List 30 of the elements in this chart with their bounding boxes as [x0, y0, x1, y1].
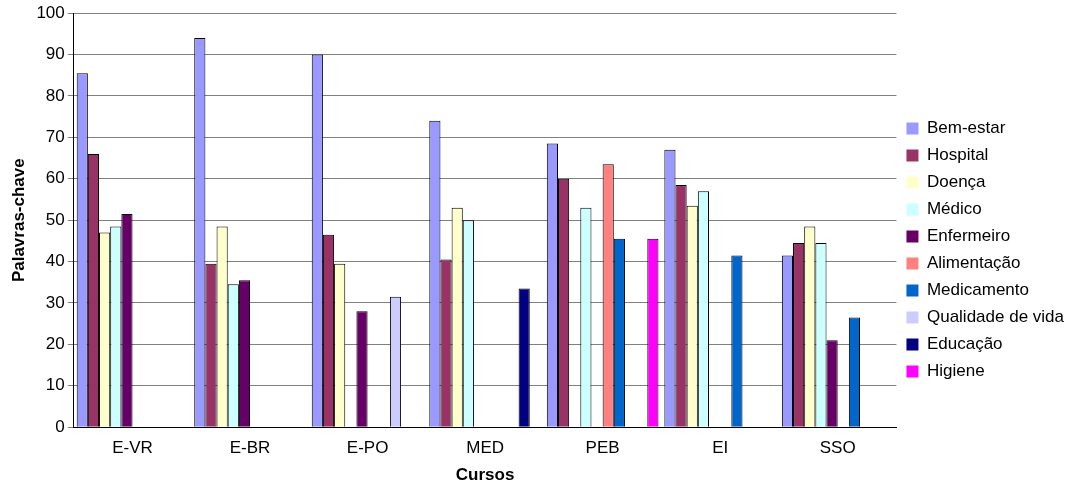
- y-tick-label: 10: [45, 375, 65, 395]
- legend-label: Enfermeiro: [926, 226, 1011, 246]
- x-tick-label: E-VR: [112, 438, 153, 458]
- y-tick-label: 80: [45, 85, 65, 105]
- legend-label: Médico: [926, 199, 982, 219]
- legend-label: Hospital: [926, 145, 989, 165]
- y-tick-label: 30: [45, 292, 65, 312]
- legend-label: Higiene: [926, 361, 985, 381]
- y-tick-label: 40: [45, 251, 65, 271]
- y-tick-label: 50: [45, 209, 65, 229]
- legend-label: Medicamento: [926, 280, 1030, 300]
- y-tick-label: 20: [45, 334, 65, 354]
- x-tick-label: MED: [466, 438, 504, 458]
- x-tick-label: EI: [712, 438, 729, 458]
- y-tick-label: 70: [45, 127, 65, 147]
- legend-label: Bem-estar: [926, 118, 1006, 138]
- y-tick-label: 0: [55, 416, 65, 436]
- legend-label: Doença: [926, 172, 987, 192]
- x-tick-label: SSO: [819, 438, 856, 458]
- x-tick-label: E-PO: [346, 438, 389, 458]
- y-tick-label: 100: [36, 2, 65, 22]
- legend-label: Qualidade de vida: [926, 307, 1065, 327]
- legend-label: Alimentação: [926, 253, 1021, 273]
- x-tick-label: PEB: [585, 438, 620, 458]
- x-tick-label: E-BR: [229, 438, 271, 458]
- y-tick-label: 90: [45, 44, 65, 64]
- legend-label: Educação: [926, 334, 1003, 354]
- y-axis-title: Palavras-chave: [8, 158, 28, 283]
- y-tick-label: 60: [45, 168, 65, 188]
- x-axis-title: Cursos: [455, 465, 515, 485]
